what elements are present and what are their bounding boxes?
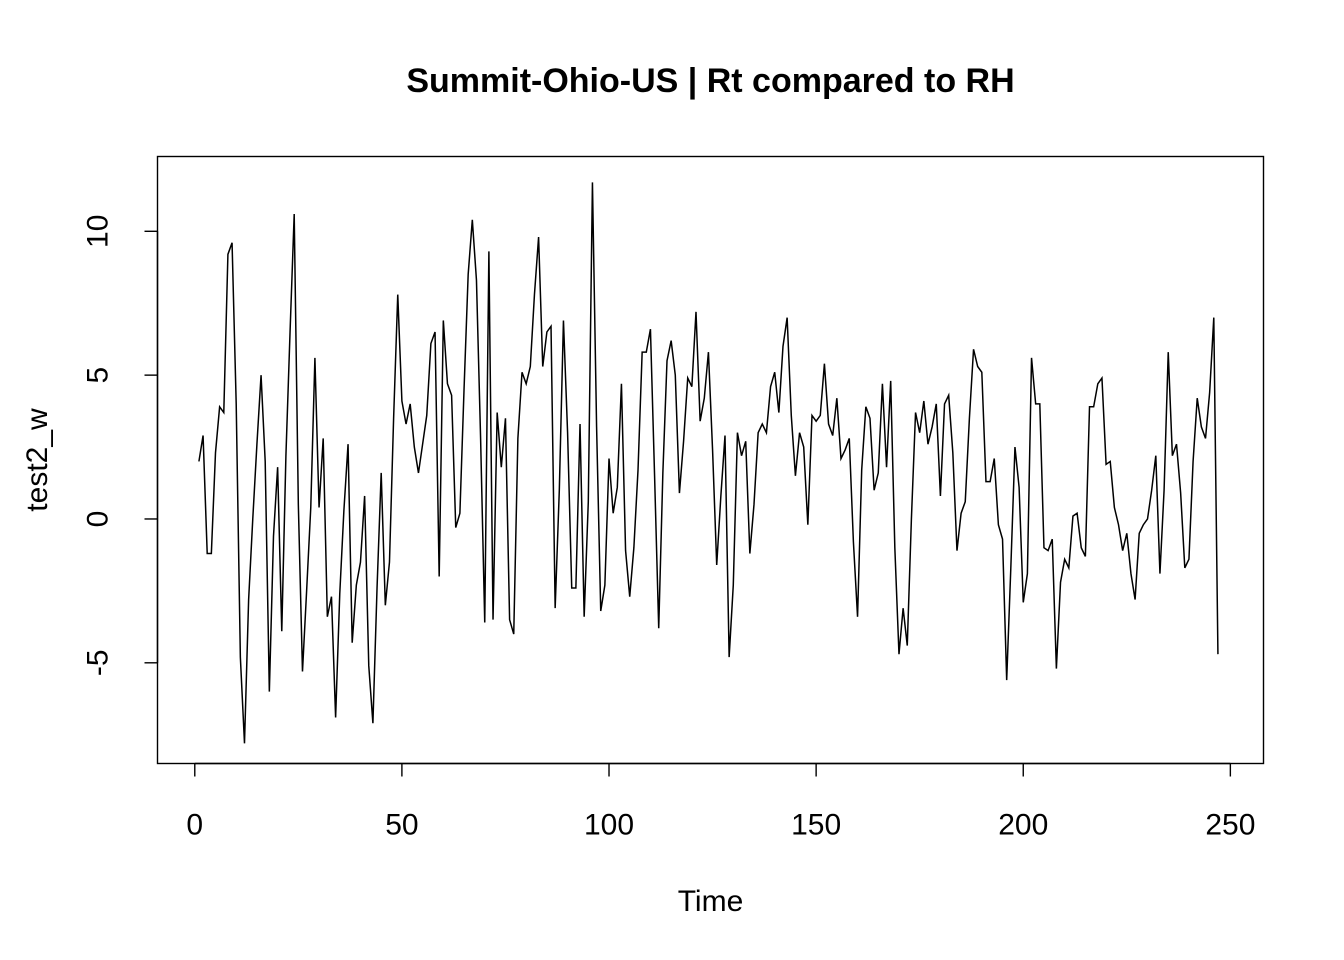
y-tick-label: 0 — [82, 511, 115, 528]
x-tick-label: 150 — [791, 809, 841, 842]
x-tick-label: 100 — [584, 809, 634, 842]
y-axis: -5 0 5 10 — [82, 215, 159, 676]
y-tick-label: 10 — [82, 215, 115, 248]
x-axis: 0 50 100 150 200 250 — [186, 762, 1255, 842]
x-tick-label: 0 — [186, 809, 203, 842]
chart-title: Summit-Ohio-US | Rt compared to RH — [406, 62, 1015, 100]
y-tick-label: -5 — [82, 649, 115, 676]
y-tick-label: 5 — [82, 367, 115, 384]
x-tick-label: 200 — [998, 809, 1048, 842]
x-tick-label: 250 — [1205, 809, 1255, 842]
x-axis-label: Time — [677, 885, 744, 918]
y-axis-label: test2_w — [21, 408, 54, 512]
series-line — [198, 182, 1219, 744]
x-tick-label: 50 — [385, 809, 418, 842]
